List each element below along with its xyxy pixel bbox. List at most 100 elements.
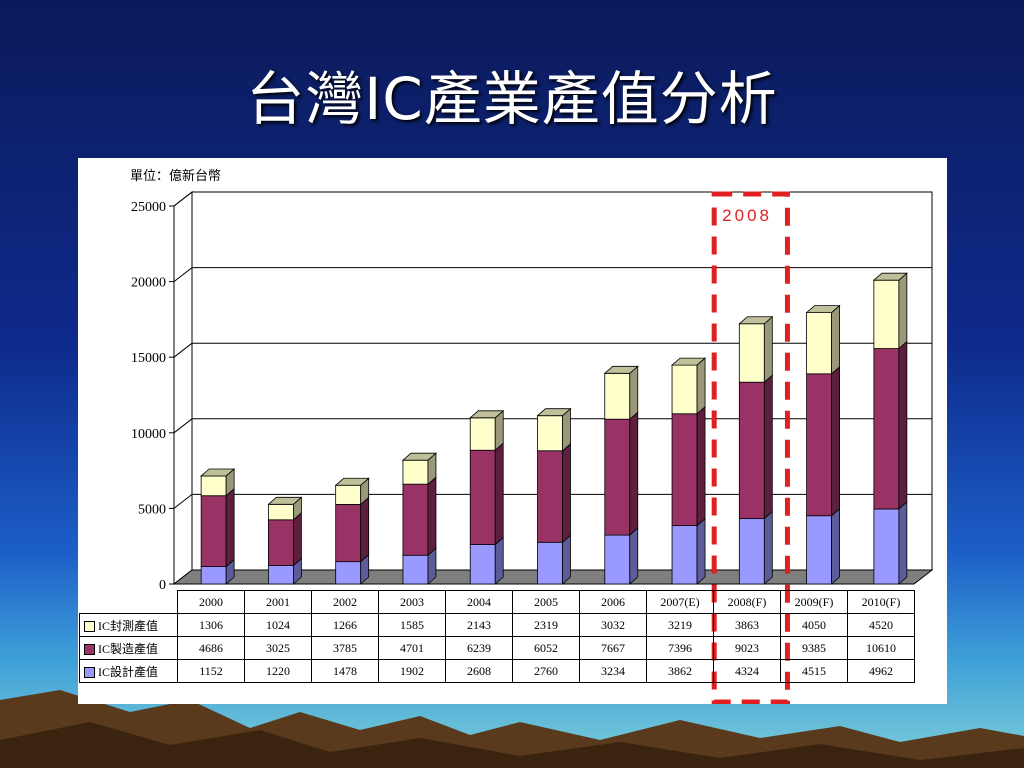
bar-top bbox=[334, 477, 370, 486]
legend-cell: IC封測產值 bbox=[79, 613, 178, 637]
gridline-side bbox=[173, 191, 193, 207]
bar-side-2 bbox=[763, 315, 773, 384]
table-cell: 6239 bbox=[445, 636, 513, 660]
bar-side-1 bbox=[763, 374, 773, 520]
table-header-cell: 2004 bbox=[445, 590, 513, 614]
gridline-side bbox=[173, 494, 193, 509]
table-header-cell: 2009(F) bbox=[780, 590, 848, 614]
bar-top bbox=[267, 496, 303, 505]
table-cell: 4520 bbox=[847, 613, 915, 637]
bar-top bbox=[805, 305, 841, 313]
table-cell: 1585 bbox=[378, 613, 446, 637]
slide-title: 台灣IC產業產值分析 bbox=[246, 65, 778, 133]
bar-side-0 bbox=[696, 517, 706, 585]
bar-top bbox=[603, 365, 639, 374]
bar-1 bbox=[671, 413, 698, 527]
bar-2 bbox=[873, 279, 900, 349]
bar-1 bbox=[873, 348, 900, 510]
table-cell: 1220 bbox=[244, 659, 312, 683]
table-cell: 1478 bbox=[311, 659, 379, 683]
table-header-cell: 2002 bbox=[311, 590, 379, 614]
unit-label: 單位：億新台幣 bbox=[130, 169, 222, 184]
table-cell: 6052 bbox=[512, 636, 580, 660]
table-cell: 4962 bbox=[847, 659, 915, 683]
table-header-cell: 2000 bbox=[177, 590, 245, 614]
table-cell: 1266 bbox=[311, 613, 379, 637]
table-cell: 2319 bbox=[512, 613, 580, 637]
y-tick-label: 20000 bbox=[131, 276, 166, 291]
bar-side-0 bbox=[898, 501, 908, 585]
gridline-side bbox=[173, 267, 193, 282]
bar-0 bbox=[200, 566, 227, 585]
bar-side-1 bbox=[494, 442, 504, 546]
table-cell: 1152 bbox=[177, 659, 245, 683]
table-cell: 10610 bbox=[847, 636, 915, 660]
bar-side-1 bbox=[427, 476, 437, 557]
table-cell: 7396 bbox=[646, 636, 714, 660]
bar-1 bbox=[402, 483, 429, 556]
table-cell: 4324 bbox=[713, 659, 781, 683]
bar-2 bbox=[200, 475, 227, 497]
bar-2 bbox=[268, 503, 294, 521]
bar-side-1 bbox=[293, 511, 302, 567]
table-cell: 3785 bbox=[311, 636, 379, 660]
bar-2 bbox=[604, 372, 631, 420]
bar-0 bbox=[335, 561, 362, 585]
bar-0 bbox=[469, 544, 496, 585]
bar-1 bbox=[806, 373, 832, 517]
table-cell: 4686 bbox=[177, 636, 245, 660]
data-table: 2000 2001 2002 2003 2004 2005 2006 2007(E) 2008(… bbox=[79, 590, 915, 683]
bar-2 bbox=[738, 323, 765, 383]
table-header-cell: 2005 bbox=[512, 590, 580, 614]
bar-side-0 bbox=[763, 510, 773, 585]
bar-1 bbox=[537, 450, 563, 543]
table-cell: 3863 bbox=[713, 613, 781, 637]
bar-side-2 bbox=[696, 357, 706, 415]
bar-top bbox=[536, 408, 572, 417]
bar-0 bbox=[671, 525, 698, 585]
table-cell: 3025 bbox=[244, 636, 312, 660]
table-cell: 2760 bbox=[512, 659, 580, 683]
table-header-cell: 2010(F) bbox=[847, 590, 915, 614]
table-cell: 3862 bbox=[646, 659, 714, 683]
table-header-cell: 2006 bbox=[579, 590, 647, 614]
bar-top bbox=[670, 357, 707, 366]
bar-0 bbox=[738, 518, 765, 585]
table-corner bbox=[79, 590, 178, 614]
table-cell: 1024 bbox=[244, 613, 312, 637]
table-cell: 7667 bbox=[579, 636, 647, 660]
bar-side-1 bbox=[696, 405, 706, 527]
table-cell: 1902 bbox=[378, 659, 446, 683]
bar-side-1 bbox=[629, 411, 639, 536]
bar-0 bbox=[604, 534, 631, 585]
bar-side-1 bbox=[562, 442, 571, 544]
bar-side-1 bbox=[360, 496, 370, 563]
gridline-side bbox=[173, 418, 193, 434]
table-header-cell: 2008(F) bbox=[713, 590, 781, 614]
table-row: IC封測產值 1306 1024 1266 1585 2143 2319 3032 3219 38… bbox=[79, 613, 915, 637]
bar-1 bbox=[604, 418, 631, 536]
bar-2 bbox=[335, 484, 362, 505]
stacked-bar-chart: 0 5000 10000 15000 20000 25000 bbox=[131, 190, 934, 704]
legend-label: IC製造產值 bbox=[98, 641, 159, 656]
table-cell: 4050 bbox=[780, 613, 848, 637]
bar-2 bbox=[402, 459, 429, 485]
table-cell: 9023 bbox=[713, 636, 781, 660]
table-cell: 3219 bbox=[646, 613, 714, 637]
bar-top bbox=[738, 316, 774, 325]
table-cell: 2143 bbox=[445, 613, 513, 637]
highlight-label: 2008 bbox=[722, 206, 772, 225]
chart-panel: 0 5000 10000 15000 20000 25000 單位：億新台幣 2008 2… bbox=[78, 158, 947, 704]
table-header-cell: 2007(E) bbox=[646, 590, 714, 614]
bar-1 bbox=[268, 519, 294, 566]
bar-top bbox=[401, 452, 438, 461]
y-tick-label: 25000 bbox=[131, 200, 166, 215]
bar-top bbox=[200, 468, 236, 477]
table-cell: 4701 bbox=[378, 636, 446, 660]
table-cell: 2608 bbox=[445, 659, 513, 683]
table-cell: 4515 bbox=[780, 659, 848, 683]
y-tick-label: 10000 bbox=[131, 427, 166, 442]
legend-swatch bbox=[84, 621, 95, 633]
legend-swatch bbox=[84, 667, 95, 679]
